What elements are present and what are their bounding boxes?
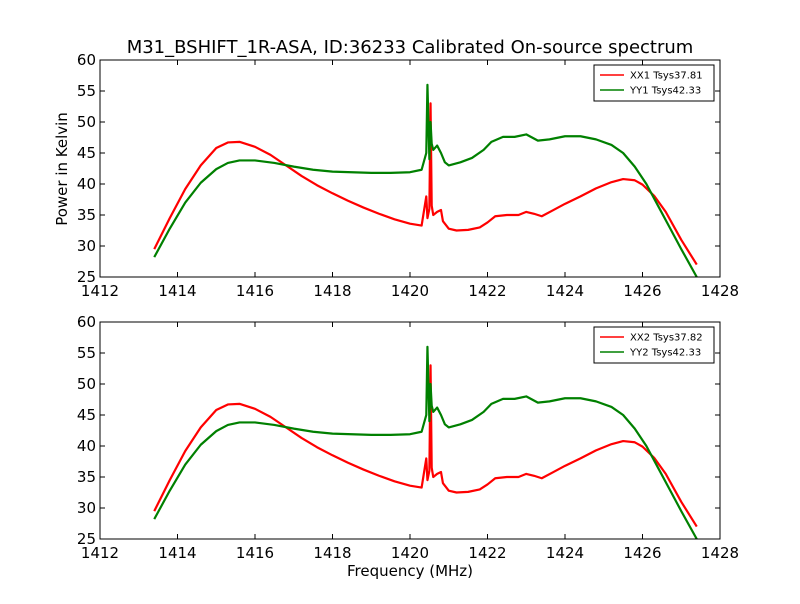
- y-tick-label: 25: [77, 268, 96, 286]
- y-tick-label: 50: [77, 113, 96, 131]
- legend: XX2 Tsys37.82 YY2 Tsys42.33: [593, 326, 715, 364]
- series-line-xx-panel-2: [153, 364, 698, 528]
- legend-label: YY2 Tsys42.33: [629, 348, 701, 359]
- legend-box: [593, 64, 715, 102]
- x-tick-label: 1422: [468, 544, 506, 562]
- y-tick-label: 55: [77, 82, 96, 100]
- x-tick-label: 1412: [81, 282, 119, 300]
- x-tick-label: 1424: [546, 544, 584, 562]
- plot-area: [153, 83, 698, 277]
- x-tick-label: 1418: [313, 282, 351, 300]
- legend: XX1 Tsys37.81 YY1 Tsys42.33: [593, 64, 715, 102]
- series-line-xx-panel-1: [153, 102, 698, 266]
- y-tick-label: 30: [77, 499, 96, 517]
- x-tick-label: 1428: [701, 282, 739, 300]
- plot-area: [153, 345, 698, 539]
- y-tick-label: 60: [77, 51, 96, 69]
- x-tick-label: 1416: [236, 282, 274, 300]
- y-tick-label: 50: [77, 375, 96, 393]
- x-tick-label: 1414: [158, 282, 196, 300]
- legend-label: XX2 Tsys37.82: [630, 333, 703, 344]
- y-tick-label: 40: [77, 437, 96, 455]
- series-line-yy-panel-1: [153, 83, 698, 277]
- x-tick-label: 1418: [313, 544, 351, 562]
- y-tick-label: 40: [77, 175, 96, 193]
- bottom-panel: 1412 1414 1416 1418 1420 1422 1424 1426 1428 25 30…: [77, 313, 739, 562]
- y-tick-label: 35: [77, 468, 96, 486]
- legend-box: [593, 326, 715, 364]
- legend-label: YY1 Tsys42.33: [629, 86, 701, 97]
- x-tick-label: 1414: [158, 544, 196, 562]
- x-tick-label: 1422: [468, 282, 506, 300]
- x-tick-label: 1426: [623, 544, 661, 562]
- legend-label: XX1 Tsys37.81: [630, 71, 703, 82]
- y-tick-label: 30: [77, 237, 96, 255]
- x-tick-label: 1420: [391, 282, 429, 300]
- x-axis-label: Frequency (MHz): [347, 562, 473, 580]
- figure-title: M31_BSHIFT_1R-ASA, ID:36233 Calibrated O…: [127, 37, 694, 58]
- x-tick-label: 1426: [623, 282, 661, 300]
- x-tick-label: 1412: [81, 544, 119, 562]
- top-panel: 1412 1414 1416 1418 1420 1422 1424 1426 1428 25 30…: [77, 51, 739, 300]
- y-tick-label: 60: [77, 313, 96, 331]
- y-tick-label: 25: [77, 530, 96, 548]
- y-axis-label: Power in Kelvin: [53, 112, 71, 226]
- x-tick-label: 1424: [546, 282, 584, 300]
- y-tick-label: 35: [77, 206, 96, 224]
- y-tick-label: 45: [77, 144, 96, 162]
- x-tick-label: 1428: [701, 544, 739, 562]
- y-tick-label: 45: [77, 406, 96, 424]
- x-tick-label: 1420: [391, 544, 429, 562]
- series-line-yy-panel-2: [153, 345, 698, 539]
- y-tick-label: 55: [77, 344, 96, 362]
- x-tick-label: 1416: [236, 544, 274, 562]
